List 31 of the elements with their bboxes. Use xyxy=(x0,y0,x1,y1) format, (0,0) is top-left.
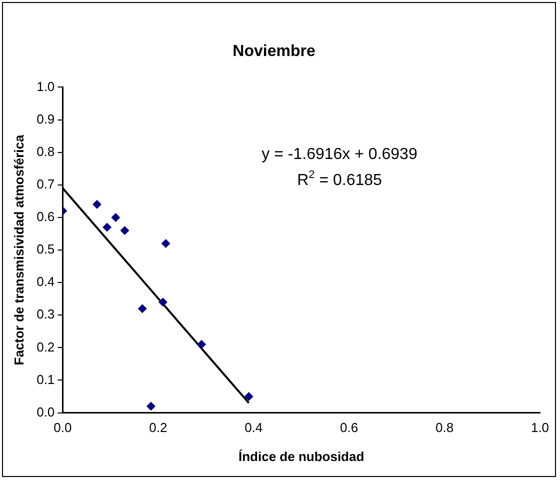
x-axis-title: Índice de nubosidad xyxy=(238,448,364,464)
point xyxy=(146,402,156,411)
x-tick-label: 0.8 xyxy=(435,420,454,436)
y-tick-label: 0.8 xyxy=(36,144,55,159)
x-tick-label: 0.4 xyxy=(244,420,263,436)
x-tick-label: 0.2 xyxy=(149,420,168,436)
y-tick-label: 0.9 xyxy=(36,111,55,126)
point xyxy=(161,238,170,248)
point xyxy=(197,340,206,349)
y-axis-title: Factor de transmisividad atmosférica xyxy=(11,134,26,366)
x-tick-label: 0.0 xyxy=(54,420,72,436)
y-tick-label: 0.1 xyxy=(36,372,55,387)
point xyxy=(120,226,130,235)
y-tick-label: 0.4 xyxy=(36,274,55,290)
x-tick-label: 1.0 xyxy=(530,420,550,436)
x-tick-label: 0.6 xyxy=(340,420,358,436)
y-tick-label: 0.0 xyxy=(36,404,55,420)
point xyxy=(111,212,120,222)
chart-title: Noviembre xyxy=(232,43,316,60)
annotation: y = -1.6916x + 0.6939 xyxy=(262,146,418,164)
y-tick-label: 0.5 xyxy=(36,242,55,257)
y-tick-label: 0.6 xyxy=(36,209,55,224)
y-tick-label: 0.7 xyxy=(36,176,55,192)
point xyxy=(138,304,147,314)
point xyxy=(244,392,254,402)
y-tick-label: 1.0 xyxy=(36,78,55,94)
point xyxy=(92,200,102,209)
point xyxy=(102,222,112,232)
y-tick-label: 0.3 xyxy=(36,306,55,322)
point xyxy=(158,298,168,307)
y-tick-label: 0.2 xyxy=(36,339,55,354)
